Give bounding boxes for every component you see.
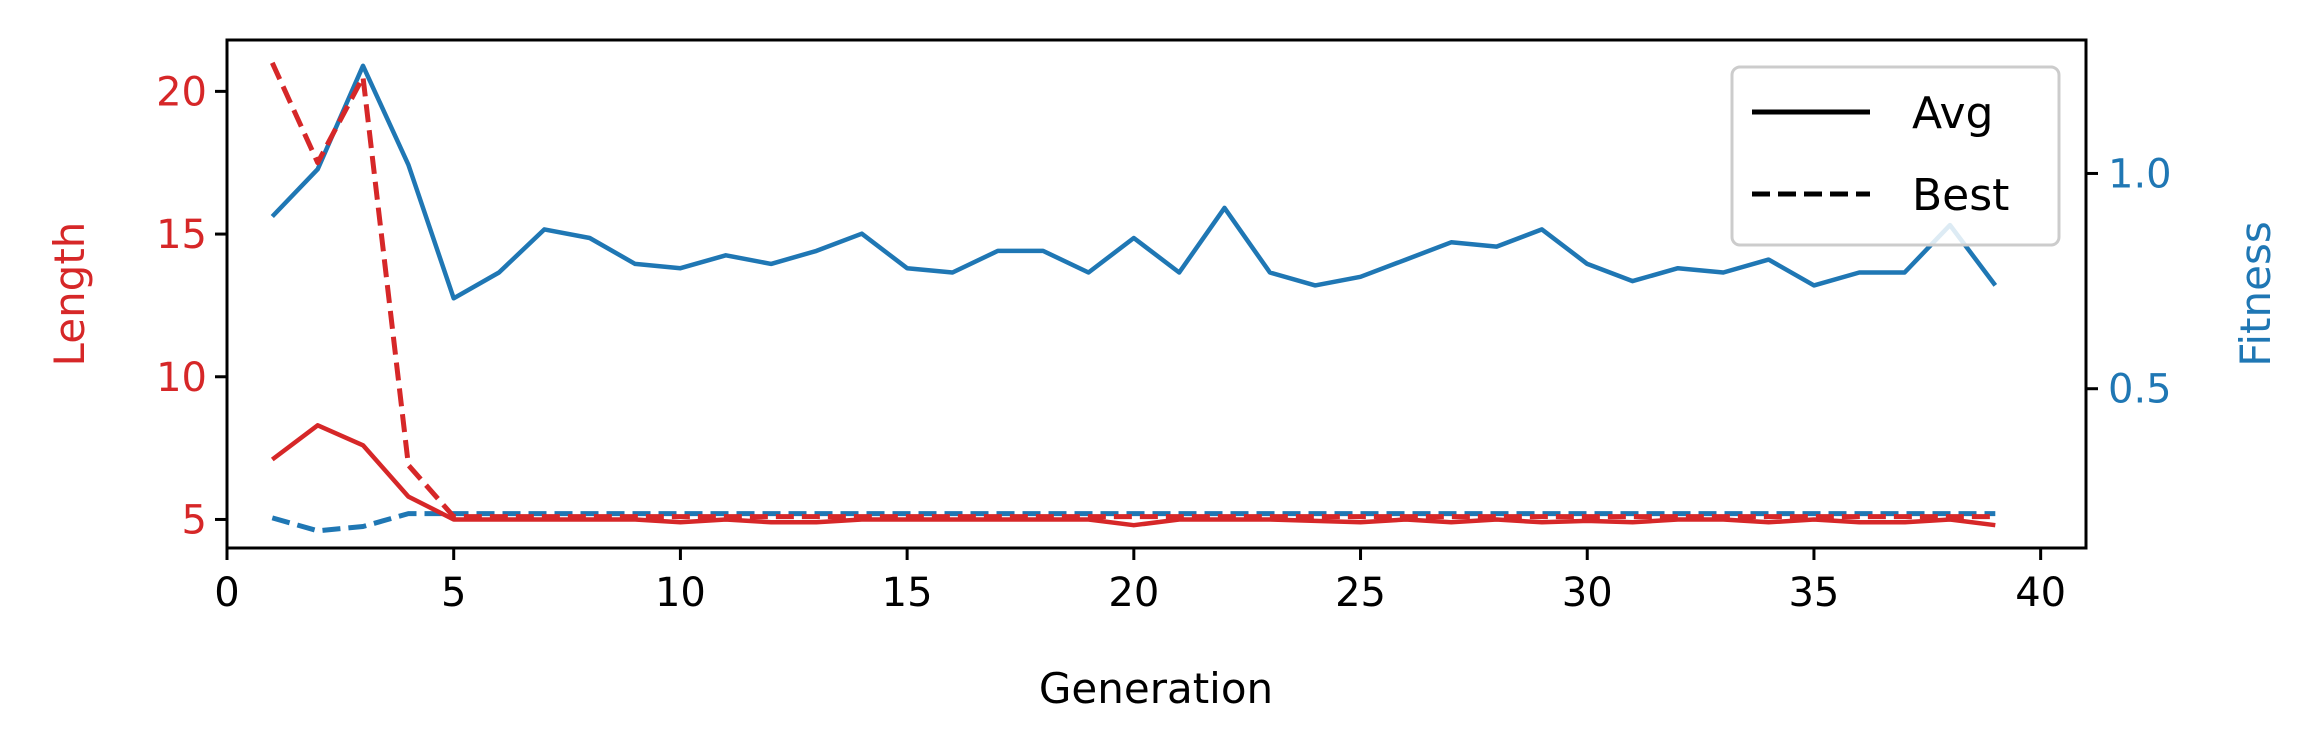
x-tick-label: 20: [1108, 570, 1159, 616]
right-y-axis-ticks: 0.5 1.0: [2086, 151, 2172, 413]
series-length-best-line: [270, 61, 1996, 520]
left-y-tick-label: 15: [156, 212, 207, 258]
x-tick-label: 15: [882, 570, 933, 616]
legend: Avg Best: [1730, 65, 2061, 247]
left-y-axis-title: Length: [45, 222, 94, 367]
legend-box: [1730, 65, 2061, 247]
x-axis-title: Generation: [1039, 664, 1273, 713]
series-fitness-avg-line: [270, 63, 1998, 301]
x-tick-label: 0: [214, 570, 239, 616]
series-length-avg-line: [270, 423, 1996, 528]
left-y-tick-label: 5: [182, 497, 207, 543]
x-tick-label: 40: [2015, 570, 2066, 616]
right-y-tick-label: 1.0: [2108, 151, 2172, 197]
plot-frame: [225, 38, 2088, 550]
right-y-tick-label: 0.5: [2108, 367, 2172, 413]
legend-best-label: Best: [1912, 170, 2009, 221]
left-y-tick-label: 20: [156, 69, 207, 115]
left-y-axis-ticks: 5 10 15 20: [156, 69, 227, 543]
x-tick-label: 30: [1562, 570, 1613, 616]
x-axis-ticks: 0 5 10 15 20 25 30 35 40: [214, 548, 2066, 616]
right-y-axis-title: Fitness: [2231, 221, 2280, 366]
x-tick-label: 25: [1335, 570, 1386, 616]
plot-lines: [270, 61, 1998, 534]
x-tick-label: 5: [441, 570, 466, 616]
x-tick-label: 35: [1788, 570, 1839, 616]
series-fitness-best-line: [271, 511, 1996, 534]
left-y-tick-label: 10: [156, 355, 207, 401]
legend-avg-label: Avg: [1912, 88, 1994, 139]
x-tick-label: 10: [655, 570, 706, 616]
